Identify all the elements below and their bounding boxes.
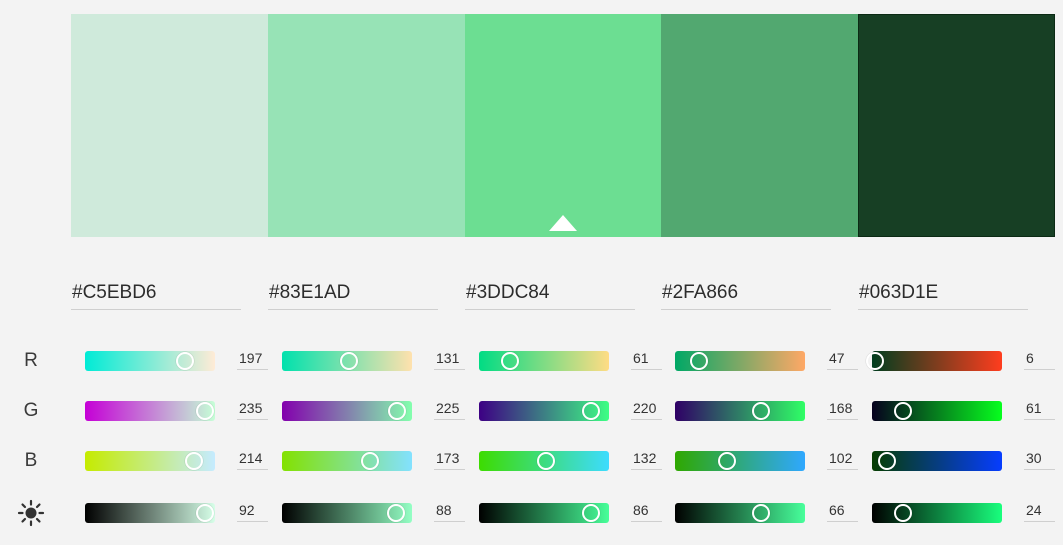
color-swatch-1[interactable] [71, 14, 268, 237]
slider-handle[interactable] [176, 352, 195, 370]
slider-handle[interactable] [581, 504, 600, 522]
slider-r-5[interactable] [866, 351, 1002, 371]
slider-handle[interactable] [185, 452, 204, 470]
slider-handle[interactable] [878, 452, 897, 470]
hex-input-2[interactable] [268, 276, 438, 310]
channel-label-b: B [24, 450, 38, 471]
value-input-g-4[interactable] [827, 396, 858, 420]
slider-brightness-3[interactable] [479, 503, 609, 523]
slider-handle[interactable] [501, 352, 520, 370]
slider-brightness-5[interactable] [872, 503, 1002, 523]
color-swatch-3[interactable] [464, 14, 662, 237]
channel-label-r: R [24, 350, 38, 371]
hex-input-4[interactable] [661, 276, 831, 310]
slider-handle[interactable] [866, 352, 885, 370]
slider-r-3[interactable] [479, 351, 609, 371]
slider-r-2[interactable] [282, 351, 412, 371]
slider-handle[interactable] [387, 504, 406, 522]
slider-handle[interactable] [361, 452, 380, 470]
slider-b-4[interactable] [675, 451, 805, 471]
slider-handle[interactable] [582, 402, 601, 420]
channel-label-g: G [23, 400, 39, 421]
hex-input-1[interactable] [71, 276, 241, 310]
slider-handle[interactable] [195, 504, 214, 522]
slider-g-4[interactable] [675, 401, 805, 421]
value-input-r-2[interactable] [434, 346, 465, 370]
slider-handle[interactable] [894, 504, 913, 522]
value-input-brightness-2[interactable] [434, 498, 465, 522]
value-input-g-5[interactable] [1024, 396, 1055, 420]
color-swatch-row [71, 14, 1055, 237]
slider-handle[interactable] [689, 352, 708, 370]
value-input-b-2[interactable] [434, 446, 465, 470]
value-input-brightness-1[interactable] [237, 498, 268, 522]
slider-brightness-4[interactable] [675, 503, 805, 523]
value-input-r-4[interactable] [827, 346, 858, 370]
color-swatch-5[interactable] [858, 14, 1055, 237]
value-input-b-5[interactable] [1024, 446, 1055, 470]
slider-r-1[interactable] [85, 351, 215, 371]
value-input-brightness-5[interactable] [1024, 498, 1055, 522]
color-swatch-4[interactable] [661, 14, 859, 237]
slider-g-5[interactable] [872, 401, 1002, 421]
value-input-b-4[interactable] [827, 446, 858, 470]
hex-input-5[interactable] [858, 276, 1028, 310]
value-input-g-2[interactable] [434, 396, 465, 420]
selected-swatch-marker-icon [548, 215, 577, 231]
value-input-r-1[interactable] [237, 346, 268, 370]
value-input-brightness-3[interactable] [631, 498, 662, 522]
slider-b-1[interactable] [85, 451, 215, 471]
slider-brightness-2[interactable] [282, 503, 412, 523]
value-input-b-3[interactable] [631, 446, 662, 470]
value-input-brightness-4[interactable] [827, 498, 858, 522]
value-input-b-1[interactable] [237, 446, 268, 470]
slider-handle[interactable] [387, 402, 406, 420]
slider-g-1[interactable] [85, 401, 215, 421]
brightness-sun-icon [16, 498, 46, 528]
slider-r-4[interactable] [675, 351, 805, 371]
color-swatch-2[interactable] [267, 14, 465, 237]
slider-handle[interactable] [751, 402, 770, 420]
slider-g-2[interactable] [282, 401, 412, 421]
slider-g-3[interactable] [479, 401, 609, 421]
value-input-r-3[interactable] [631, 346, 662, 370]
hex-input-3[interactable] [465, 276, 635, 310]
value-input-g-1[interactable] [237, 396, 268, 420]
slider-handle[interactable] [718, 452, 736, 470]
slider-b-3[interactable] [479, 451, 609, 471]
slider-b-5[interactable] [872, 451, 1002, 471]
slider-handle[interactable] [894, 402, 913, 420]
slider-b-2[interactable] [282, 451, 412, 471]
value-input-r-5[interactable] [1024, 346, 1055, 370]
slider-handle[interactable] [537, 452, 556, 470]
slider-handle[interactable] [195, 402, 214, 420]
slider-brightness-1[interactable] [85, 503, 215, 523]
slider-handle[interactable] [339, 352, 358, 370]
slider-handle[interactable] [751, 504, 770, 522]
value-input-g-3[interactable] [631, 396, 662, 420]
